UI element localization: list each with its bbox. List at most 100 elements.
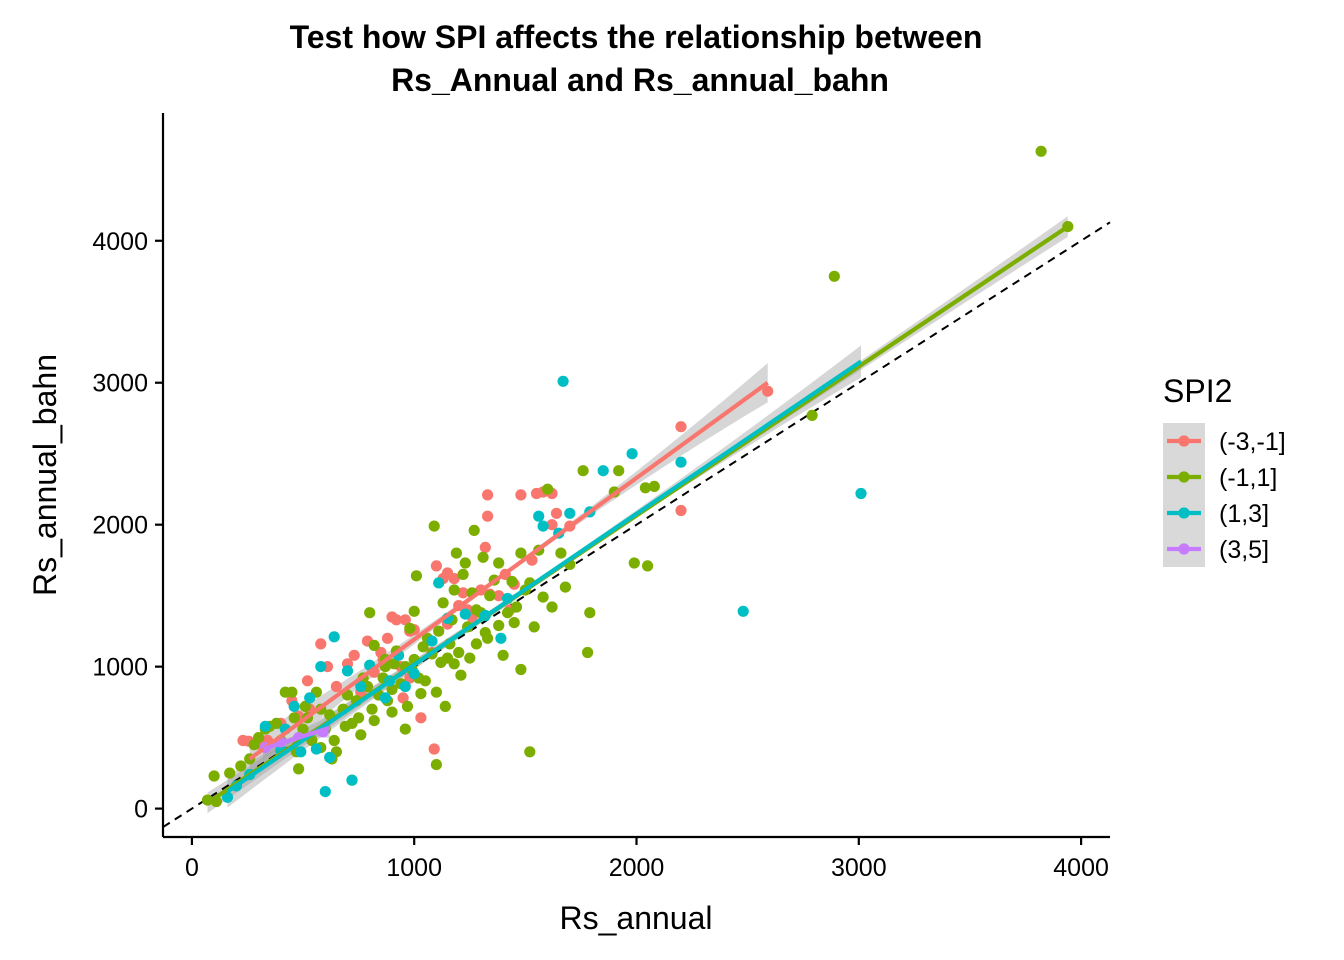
data-point-series-2 xyxy=(582,646,594,659)
data-point-series-2 xyxy=(639,482,652,494)
data-point-series-1 xyxy=(315,638,327,650)
data-point-series-3 xyxy=(304,692,316,704)
data-point-series-2 xyxy=(401,700,414,713)
data-point-series-2 xyxy=(353,712,365,724)
data-point-series-2 xyxy=(502,607,514,619)
data-point-series-2 xyxy=(235,760,247,772)
data-point-series-1 xyxy=(546,519,558,531)
y-tick-label: 3000 xyxy=(92,370,148,398)
legend: SPI2 (-3,-1] (-1,1] (1,3] (3,5] xyxy=(1163,373,1286,567)
data-point-series-2 xyxy=(468,524,480,537)
data-point-series-2 xyxy=(555,547,567,559)
data-point-series-2 xyxy=(528,621,540,633)
data-point-series-2 xyxy=(419,675,431,687)
data-point-series-1 xyxy=(428,743,440,755)
data-point-series-1 xyxy=(348,649,360,661)
data-point-series-2 xyxy=(288,712,300,724)
data-point-series-2 xyxy=(828,270,840,282)
legend-label-1: (-3,-1] xyxy=(1219,428,1286,456)
x-tick-label: 2000 xyxy=(609,854,665,882)
data-point-series-2 xyxy=(493,619,505,632)
data-point-series-1 xyxy=(675,504,687,517)
data-point-series-2 xyxy=(437,597,449,609)
data-point-series-3 xyxy=(346,774,358,786)
data-point-series-1 xyxy=(550,507,563,519)
data-point-series-2 xyxy=(368,715,380,727)
legend-key-point xyxy=(1178,435,1190,447)
data-point-series-2 xyxy=(537,591,549,603)
data-point-series-2 xyxy=(404,622,416,634)
data-point-series-2 xyxy=(455,669,467,681)
fit-lines xyxy=(206,224,1069,805)
data-point-series-2 xyxy=(457,568,469,581)
data-point-series-2 xyxy=(366,703,378,715)
data-point-series-2 xyxy=(415,688,427,700)
data-point-series-2 xyxy=(430,759,442,771)
legend-label-3: (1,3] xyxy=(1219,500,1269,528)
data-point-series-3 xyxy=(295,746,307,758)
data-point-series-1 xyxy=(479,541,491,554)
data-point-series-2 xyxy=(506,575,518,588)
data-point-series-1 xyxy=(415,712,427,724)
data-point-series-2 xyxy=(433,625,445,637)
data-point-series-3 xyxy=(433,577,445,589)
data-point-series-3 xyxy=(557,375,569,387)
data-point-series-2 xyxy=(642,560,654,572)
data-point-series-2 xyxy=(515,547,527,559)
data-point-series-1 xyxy=(515,489,527,501)
x-tick-label: 4000 xyxy=(1053,854,1109,882)
fit-line-series-1 xyxy=(248,381,769,761)
data-point-series-3 xyxy=(597,465,609,477)
data-point-series-2 xyxy=(508,617,520,629)
data-point-series-3 xyxy=(495,632,507,644)
data-point-series-2 xyxy=(439,700,451,713)
data-point-series-2 xyxy=(355,729,367,741)
data-point-series-2 xyxy=(208,770,220,782)
data-point-series-2 xyxy=(448,658,460,670)
data-point-series-3 xyxy=(221,791,234,803)
data-point-series-3 xyxy=(533,510,545,522)
data-point-series-3 xyxy=(315,661,327,673)
y-tick-label: 1000 xyxy=(92,654,148,682)
data-point-series-2 xyxy=(450,547,462,559)
data-point-series-3 xyxy=(564,507,576,519)
data-point-series-2 xyxy=(368,639,380,652)
data-point-series-3 xyxy=(379,692,391,704)
data-point-series-2 xyxy=(408,605,420,617)
legend-key-point xyxy=(1178,471,1190,483)
data-point-series-2 xyxy=(542,483,554,495)
data-point-series-3 xyxy=(310,743,322,755)
x-tick-label: 0 xyxy=(185,854,199,882)
y-tick-label: 2000 xyxy=(92,512,148,540)
data-point-series-2 xyxy=(515,663,527,676)
data-point-series-2 xyxy=(386,683,398,696)
legend-title: SPI2 xyxy=(1163,373,1232,409)
data-point-series-2 xyxy=(613,465,625,477)
legend-label-4: (3,5] xyxy=(1219,536,1269,564)
data-point-series-2 xyxy=(410,570,422,582)
data-point-series-1 xyxy=(397,692,409,704)
data-point-series-3 xyxy=(288,700,300,713)
data-point-series-1 xyxy=(301,675,314,687)
data-point-series-2 xyxy=(430,686,442,698)
data-point-series-1 xyxy=(482,489,494,501)
data-point-series-2 xyxy=(806,409,818,421)
data-point-series-3 xyxy=(399,680,411,693)
data-point-series-1 xyxy=(448,573,460,585)
data-point-series-2 xyxy=(584,607,596,619)
data-point-series-2 xyxy=(388,658,400,670)
data-point-series-2 xyxy=(328,734,340,747)
data-point-series-2 xyxy=(453,646,465,659)
data-point-series-2 xyxy=(1035,145,1047,157)
data-point-series-2 xyxy=(470,638,482,650)
data-point-series-1 xyxy=(675,421,687,433)
x-axis-title: Rs_annual xyxy=(560,900,713,936)
data-point-series-2 xyxy=(399,723,411,735)
data-point-series-1 xyxy=(457,587,469,599)
legend-items: (-3,-1] (-1,1] (1,3] (3,5] xyxy=(1163,423,1286,567)
chart-title: Test how SPI affects the relationship be… xyxy=(290,19,983,98)
data-point-series-3 xyxy=(355,680,367,693)
data-point-series-3 xyxy=(319,786,331,798)
data-point-series-3 xyxy=(537,520,549,532)
data-point-series-3 xyxy=(324,751,336,764)
